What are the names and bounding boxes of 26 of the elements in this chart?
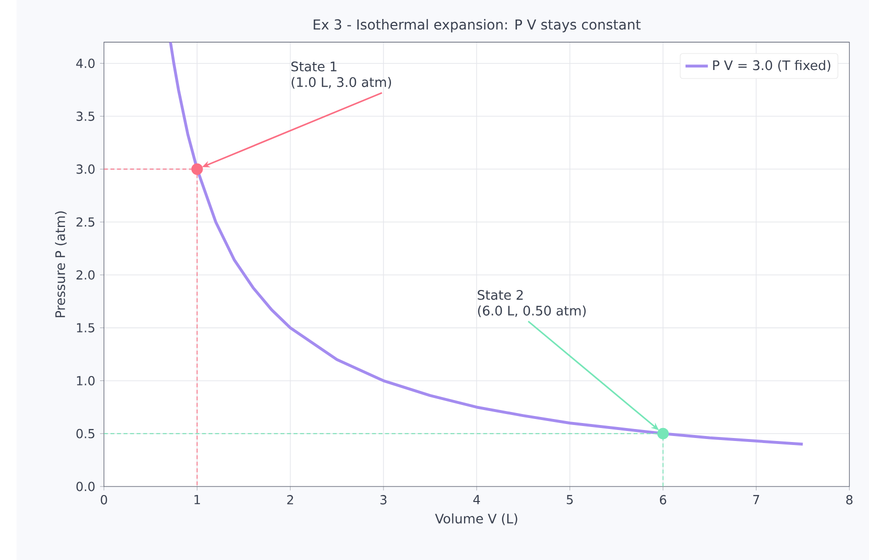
chart-title: Ex 3 - Isothermal expansion: P V stays constant — [314, 19, 641, 32]
x-tick-label: 5 — [566, 495, 573, 504]
annotation: (6.0 L, 0.50 atm) — [478, 305, 586, 318]
legend-label: P V = 3.0 (T fixed) — [713, 60, 830, 72]
y-tick-label: 2.5 — [76, 217, 94, 227]
x-tick-label: 1 — [194, 495, 200, 504]
y-tick-label: 0.0 — [76, 482, 95, 492]
x-tick-label: 4 — [473, 495, 480, 504]
x-tick-label: 2 — [287, 495, 294, 504]
x-tick-label: 0 — [100, 495, 108, 504]
x-tick-label: 8 — [846, 495, 852, 504]
annotation: State 2 — [478, 290, 523, 300]
y-axis-title: Pressure P (atm) — [55, 211, 67, 318]
x-tick-label: 6 — [660, 495, 666, 504]
y-tick-label: 3.0 — [76, 164, 95, 174]
y-tick-label: 1.5 — [77, 323, 94, 332]
y-tick-label: 4.0 — [76, 58, 95, 68]
y-tick-label: 1.0 — [77, 376, 95, 386]
x-tick-label: 3 — [380, 495, 386, 504]
x-axis-title: Volume V (L) — [435, 513, 518, 526]
y-tick-label: 3.5 — [76, 111, 94, 121]
x-tick-label: 7 — [753, 495, 760, 504]
annotation: State 1 — [291, 61, 336, 72]
y-tick-label: 0.5 — [76, 428, 94, 438]
annotation: (1.0 L, 3.0 atm) — [292, 76, 392, 89]
y-tick-label: 2.0 — [76, 270, 95, 280]
